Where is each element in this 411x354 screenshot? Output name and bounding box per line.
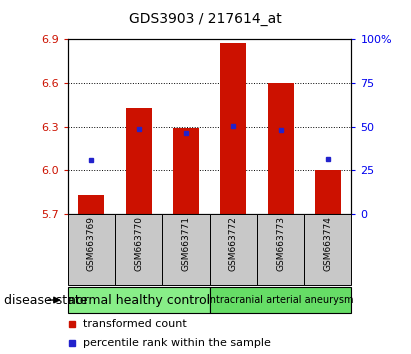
Bar	[162, 214, 210, 285]
Text: intracranial arterial aneurysm: intracranial arterial aneurysm	[207, 295, 354, 305]
Bar	[210, 287, 351, 313]
Text: GSM663772: GSM663772	[229, 216, 238, 271]
Text: GSM663773: GSM663773	[276, 216, 285, 271]
Text: transformed count: transformed count	[83, 319, 187, 329]
Text: GSM663771: GSM663771	[182, 216, 190, 271]
Text: normal healthy control: normal healthy control	[68, 293, 210, 307]
Bar	[304, 214, 351, 285]
Bar	[315, 170, 341, 214]
Bar	[68, 214, 115, 285]
Bar	[126, 108, 152, 214]
Bar	[268, 83, 293, 214]
Bar	[68, 287, 210, 313]
Bar	[257, 214, 304, 285]
Bar	[115, 214, 162, 285]
Text: GSM663774: GSM663774	[323, 216, 332, 271]
Text: GDS3903 / 217614_at: GDS3903 / 217614_at	[129, 12, 282, 27]
Text: percentile rank within the sample: percentile rank within the sample	[83, 338, 271, 348]
Text: disease state: disease state	[4, 293, 88, 307]
Bar	[79, 195, 104, 214]
Bar	[173, 128, 199, 214]
Bar	[210, 214, 257, 285]
Text: GSM663770: GSM663770	[134, 216, 143, 271]
Text: GSM663769: GSM663769	[87, 216, 96, 271]
Bar	[220, 43, 246, 214]
